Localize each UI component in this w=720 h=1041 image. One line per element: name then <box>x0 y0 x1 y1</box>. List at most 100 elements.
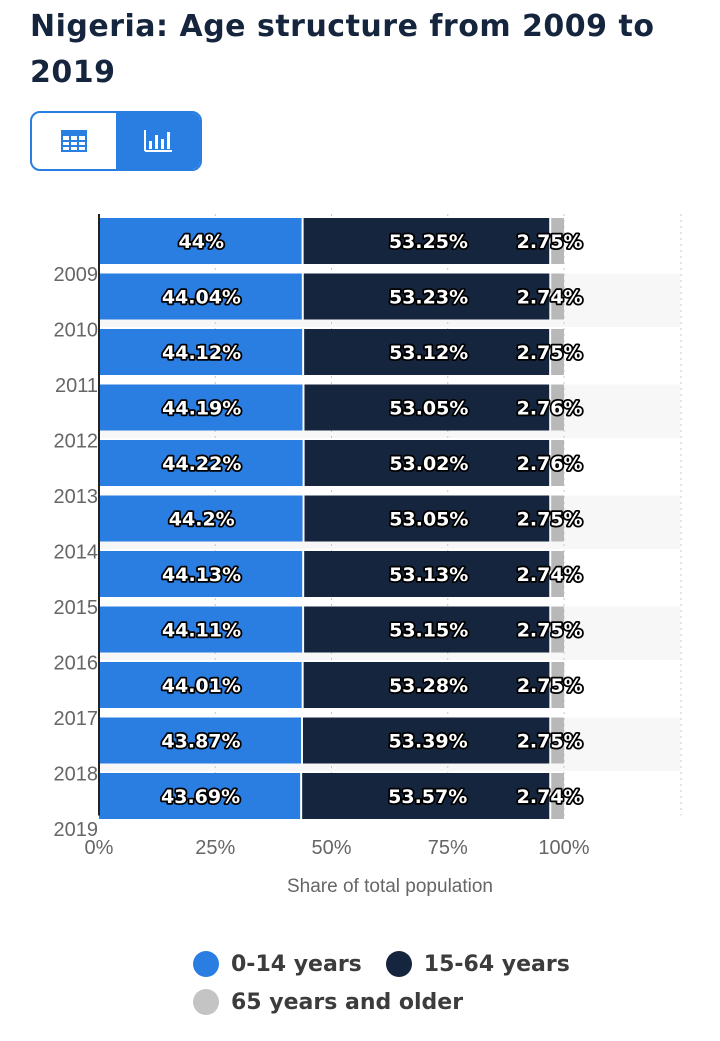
x-tick-label: 75% <box>428 837 468 859</box>
chart-view-button[interactable] <box>116 113 200 169</box>
bar-segment[interactable] <box>551 551 564 597</box>
legend-item-15-64[interactable]: 15-64 years <box>385 951 570 977</box>
data-label: 2.75% <box>517 675 583 697</box>
legend: 0-14 years 15-64 years 65 years and olde… <box>193 945 594 1021</box>
bar-segment[interactable] <box>303 218 550 264</box>
data-label: 2.75% <box>517 231 583 253</box>
bar-segment[interactable] <box>303 662 550 708</box>
bar-segment[interactable] <box>304 495 550 542</box>
data-label: 44% <box>179 231 224 253</box>
data-label: 53.39% <box>389 731 468 753</box>
table-view-button[interactable] <box>32 113 116 169</box>
bar-segment[interactable] <box>302 717 550 764</box>
bar-segment[interactable] <box>551 384 564 431</box>
bar-segment[interactable] <box>99 606 303 653</box>
bar-segment[interactable] <box>99 495 303 542</box>
bar-segment[interactable] <box>99 773 301 819</box>
bar-segment[interactable] <box>551 273 565 320</box>
bar-segment[interactable] <box>551 606 565 653</box>
legend-label: 65 years and older <box>231 989 464 1015</box>
bar-segment[interactable] <box>551 773 564 819</box>
category-label: 2017 <box>54 708 99 730</box>
category-label: 2011 <box>55 375 98 397</box>
bar-segment[interactable] <box>304 551 550 597</box>
data-label: 44.11% <box>162 620 241 642</box>
data-label: 2.75% <box>517 509 583 531</box>
data-label: 2.74% <box>517 786 583 808</box>
legend-marker-15-64 <box>385 951 412 977</box>
category-label: 2013 <box>54 486 99 508</box>
stacked-bar-chart: 44% 53.25% 2.75% 44.04% 53.23% 2.74% 44.12% 53.… <box>54 214 682 897</box>
category-label: 2014 <box>54 542 99 564</box>
data-label: 53.57% <box>388 786 467 808</box>
data-label: 2.75% <box>517 731 583 753</box>
bar-chart-icon <box>144 130 172 152</box>
data-label: 44.04% <box>162 287 241 309</box>
data-label: 2.75% <box>517 620 583 642</box>
legend-marker-0-14 <box>193 951 219 977</box>
bar-segment[interactable] <box>99 662 302 708</box>
bar-segment[interactable] <box>304 329 550 375</box>
bar-segment[interactable] <box>99 273 302 320</box>
data-label: 53.28% <box>389 675 468 697</box>
data-label: 2.74% <box>517 287 583 309</box>
data-label: 53.12% <box>389 342 468 364</box>
data-label: 53.25% <box>389 231 468 253</box>
view-toggle <box>30 111 202 171</box>
bar-segment[interactable] <box>551 329 564 375</box>
category-label: 2010 <box>54 320 99 342</box>
page-title: Nigeria: Age structure from 2009 to 2019 <box>30 9 655 90</box>
category-label: 2015 <box>54 597 99 619</box>
x-tick-label: 100% <box>538 837 589 859</box>
bar-segment[interactable] <box>551 495 564 542</box>
data-label: 44.22% <box>162 453 241 475</box>
data-label: 44.13% <box>162 564 241 586</box>
x-tick-label: 50% <box>311 837 351 859</box>
legend-label: 0-14 years <box>231 951 362 977</box>
legend-label: 15-64 years <box>423 951 570 977</box>
data-label: 2.74% <box>517 564 583 586</box>
bar-segment[interactable] <box>99 384 303 431</box>
x-tick-label: 0% <box>85 837 114 859</box>
table-icon <box>61 130 87 152</box>
bar-segment[interactable] <box>551 218 564 264</box>
x-axis-title: Share of total population <box>287 876 493 897</box>
category-label: 2018 <box>54 764 99 786</box>
data-label: 2.76% <box>517 398 583 420</box>
x-tick-label: 25% <box>195 837 235 859</box>
bar-segment[interactable] <box>551 440 564 486</box>
data-label: 53.05% <box>389 509 468 531</box>
bar-segment[interactable] <box>99 440 303 486</box>
bar-segment[interactable] <box>99 551 303 597</box>
data-label: 53.23% <box>389 287 468 309</box>
bar-segment[interactable] <box>304 384 550 431</box>
data-label: 2.76% <box>517 453 583 475</box>
bar-segment[interactable] <box>551 717 565 764</box>
data-label: 44.19% <box>162 398 241 420</box>
legend-item-65-plus[interactable]: 65 years and older <box>193 989 463 1015</box>
data-label: 44.2% <box>169 509 235 531</box>
data-label: 53.05% <box>389 398 468 420</box>
legend-item-0-14[interactable]: 0-14 years <box>193 951 362 977</box>
bar-segment[interactable] <box>99 218 302 264</box>
bar-segment[interactable] <box>99 717 301 764</box>
data-label: 43.87% <box>161 731 240 753</box>
bar-segment[interactable] <box>99 329 303 375</box>
category-label: 2009 <box>54 264 99 286</box>
bar-segment[interactable] <box>551 662 565 708</box>
legend-marker-65-plus <box>193 989 219 1015</box>
category-label: 2019 <box>54 819 99 841</box>
data-label: 43.69% <box>161 786 240 808</box>
data-label: 53.02% <box>389 453 468 475</box>
bar-segment[interactable] <box>303 273 550 320</box>
bar-segment[interactable] <box>304 606 550 653</box>
data-label: 53.15% <box>389 620 468 642</box>
bar-segment[interactable] <box>304 440 550 486</box>
bar-segment[interactable] <box>302 773 550 819</box>
data-label: 44.01% <box>162 675 241 697</box>
data-label: 2.75% <box>517 342 583 364</box>
category-label: 2012 <box>54 431 99 453</box>
category-label: 2016 <box>54 653 99 675</box>
data-label: 53.13% <box>389 564 468 586</box>
data-label: 44.12% <box>162 342 241 364</box>
